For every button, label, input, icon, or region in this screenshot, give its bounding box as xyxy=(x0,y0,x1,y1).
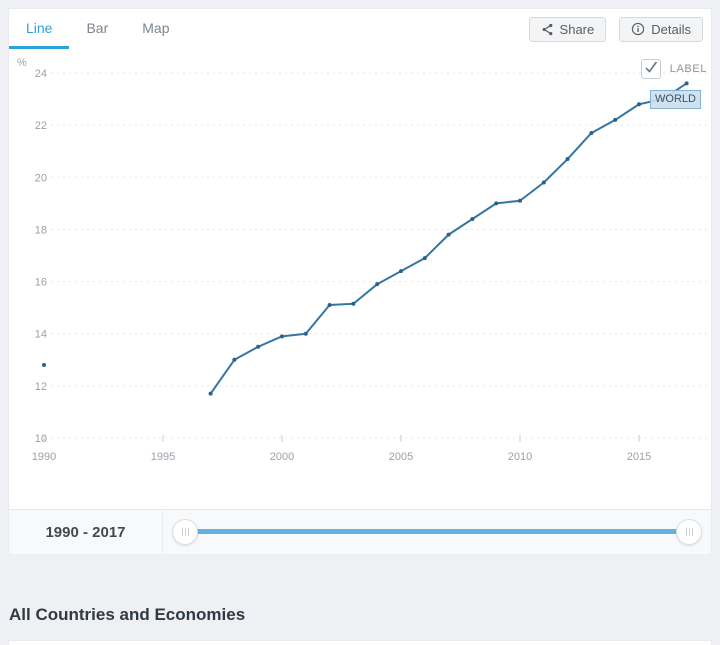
time-range-slider xyxy=(163,510,711,554)
chart-area: 10 12 14 16 18 20 22 24% 1990 1995 2000 2005 2010 201… xyxy=(9,49,713,509)
svg-text:24: 24 xyxy=(35,68,47,80)
line-chart-svg[interactable]: 10 12 14 16 18 20 22 24% 1990 1995 2000 2005 2010 201… xyxy=(9,49,713,509)
info-icon xyxy=(631,22,645,36)
svg-text:2005: 2005 xyxy=(389,451,413,463)
section-heading: All Countries and Economies xyxy=(9,605,246,624)
svg-text:2010: 2010 xyxy=(508,451,532,463)
svg-text:10: 10 xyxy=(35,433,47,445)
svg-text:20: 20 xyxy=(35,172,47,184)
chart-tabbar: Line Bar Map xyxy=(9,9,711,49)
tab-map[interactable]: Map xyxy=(142,19,170,36)
details-button[interactable]: Details xyxy=(619,16,703,42)
svg-text:2000: 2000 xyxy=(270,451,294,463)
share-button-label: Share xyxy=(559,21,595,37)
checkmark-icon xyxy=(643,59,659,80)
share-button[interactable]: Share xyxy=(528,16,607,42)
svg-text:18: 18 xyxy=(35,224,47,236)
svg-text:12: 12 xyxy=(35,381,47,393)
svg-text:2015: 2015 xyxy=(627,451,651,463)
time-range-row: 1990 - 2017 xyxy=(9,509,711,554)
svg-text:14: 14 xyxy=(35,329,47,341)
series-badge-world[interactable]: WORLD xyxy=(650,90,701,109)
label-toggle-text: LABEL xyxy=(669,63,707,75)
share-icon xyxy=(541,23,554,36)
details-button-label: Details xyxy=(651,21,691,37)
svg-text:22: 22 xyxy=(35,120,47,132)
slider-handle-end[interactable] xyxy=(676,519,702,545)
svg-text:%: % xyxy=(17,57,27,69)
svg-text:16: 16 xyxy=(35,277,47,289)
chart-card: Line Bar Map xyxy=(8,8,713,554)
svg-text:1995: 1995 xyxy=(151,451,175,463)
svg-text:1990: 1990 xyxy=(32,451,56,463)
tab-bar[interactable]: Bar xyxy=(86,19,109,36)
time-range-label: 1990 - 2017 xyxy=(9,510,163,554)
slider-track[interactable] xyxy=(185,529,689,534)
chart-toolbar: Share Details xyxy=(528,9,711,49)
label-toggle[interactable]: LABEL xyxy=(640,59,707,80)
slider-handle-start[interactable] xyxy=(172,519,198,545)
tab-line[interactable]: Line xyxy=(9,9,70,49)
label-checkbox[interactable] xyxy=(640,59,661,80)
next-section-card-edge xyxy=(8,640,712,645)
